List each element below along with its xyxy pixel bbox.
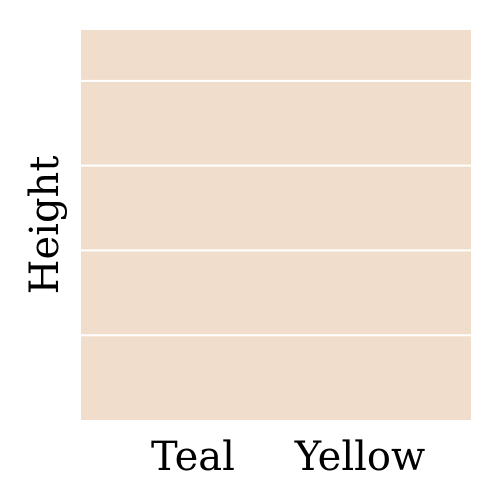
- x-tick-label-yellow: Yellow: [294, 434, 426, 480]
- y-axis-title: Height: [22, 156, 68, 295]
- x-tick-label-teal: Teal: [151, 434, 235, 480]
- gridlines: [81, 79, 471, 337]
- plot-panel: [81, 30, 471, 420]
